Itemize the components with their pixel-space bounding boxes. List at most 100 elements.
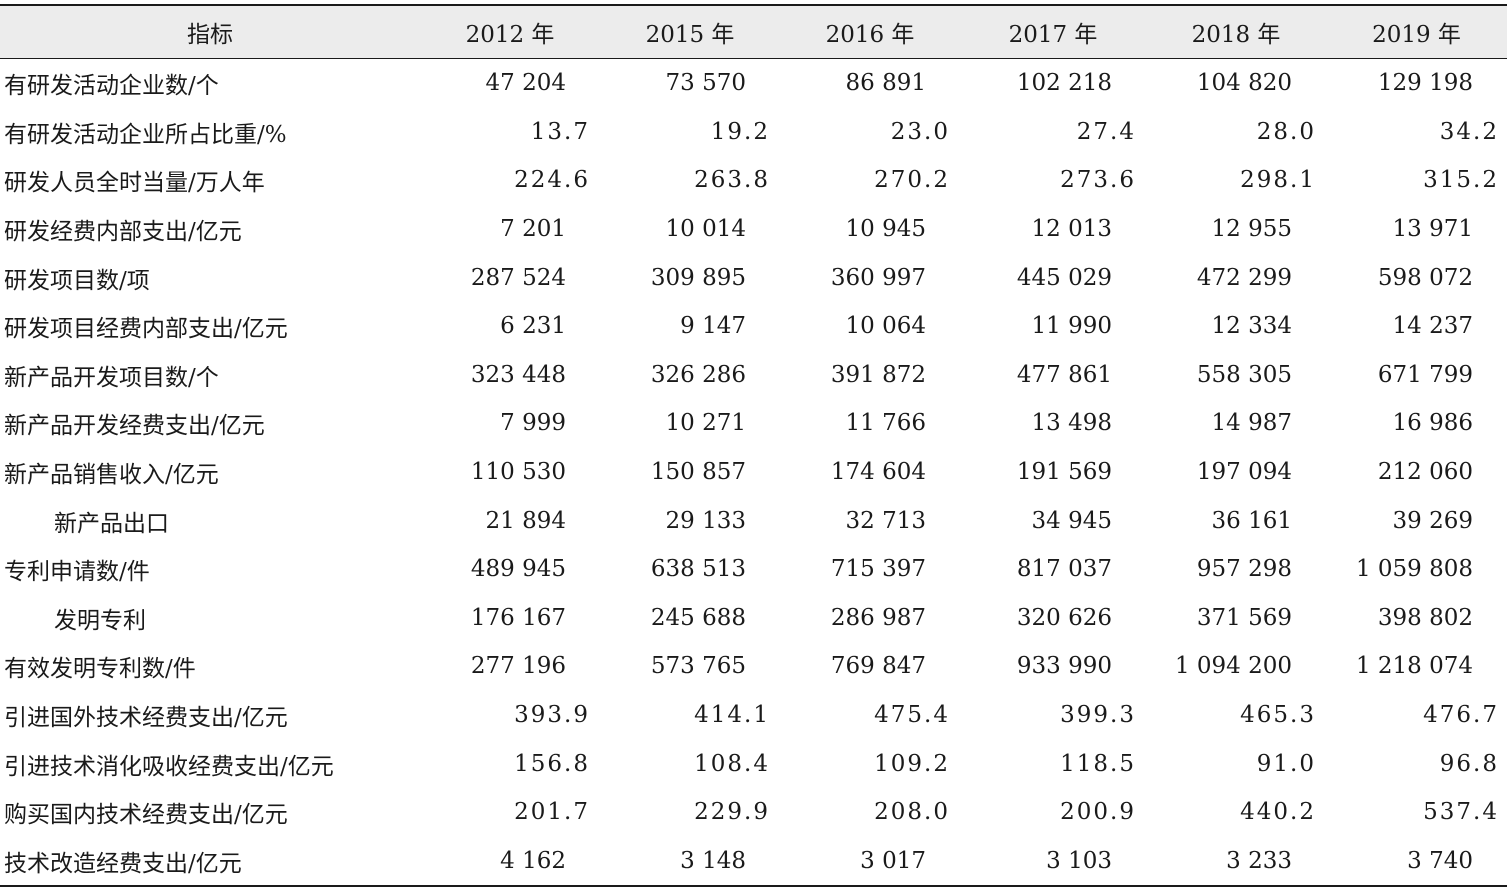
cell-value: 27.4 [1076, 118, 1136, 145]
row-label: 引进技术消化吸收经费支出/亿元 [4, 753, 334, 780]
cell-value: 12 013 [1031, 216, 1112, 243]
cell-value: 19.2 [710, 118, 770, 145]
cell-value: 286 987 [830, 604, 926, 631]
cell-value: 489 945 [470, 556, 566, 583]
cell-value: 16 986 [1392, 410, 1473, 437]
cell-value: 445 029 [1016, 264, 1112, 291]
cell-value: 287 524 [470, 264, 566, 291]
row-label: 有效发明专利数/件 [4, 656, 196, 683]
cell-value: 769 847 [830, 653, 926, 680]
cell-value: 7 201 [500, 216, 566, 243]
cell-value: 360 997 [830, 264, 926, 291]
cell-value: 129 198 [1377, 70, 1473, 97]
cell-value: 3 740 [1407, 847, 1473, 874]
table-row: 购买国内技术经费支出/亿元 201.7 229.9 208.0 200.9 440.2 53… [0, 788, 1507, 837]
header-year-2018: 2018 年 [1191, 22, 1281, 48]
cell-value: 109.2 [874, 750, 950, 777]
table-row: 引进国外技术经费支出/亿元 393.9 414.1 475.4 399.3 465.3 47… [0, 691, 1507, 740]
cell-value: 6 231 [500, 313, 566, 340]
cell-value: 245 688 [650, 604, 746, 631]
cell-value: 273.6 [1060, 167, 1136, 194]
cell-value: 1 218 074 [1355, 653, 1473, 680]
row-label: 技术改造经费支出/亿元 [4, 850, 242, 877]
row-label: 专利申请数/件 [4, 559, 150, 586]
cell-value: 91.0 [1256, 750, 1316, 777]
cell-value: 277 196 [470, 653, 566, 680]
cell-value: 3 103 [1046, 847, 1112, 874]
cell-value: 715 397 [830, 556, 926, 583]
cell-value: 537.4 [1423, 799, 1499, 826]
cell-value: 671 799 [1377, 361, 1473, 388]
cell-value: 263.8 [694, 167, 770, 194]
cell-value: 3 148 [680, 847, 746, 874]
header-year-2016: 2016 年 [825, 22, 915, 48]
table-row: 有研发活动企业所占比重/% 13.7 19.2 23.0 27.4 28.0 34.2 [0, 108, 1507, 157]
table-row: 有效发明专利数/件 277 196 573 765 769 847 933 990 1 0… [0, 642, 1507, 691]
cell-value: 96.8 [1439, 750, 1499, 777]
cell-value: 86 891 [845, 70, 926, 97]
cell-value: 573 765 [650, 653, 746, 680]
cell-value: 315.2 [1423, 167, 1499, 194]
cell-value: 12 334 [1211, 313, 1292, 340]
row-label: 有研发活动企业所占比重/% [4, 121, 287, 148]
cell-value: 13.7 [530, 118, 590, 145]
cell-value: 477 861 [1016, 361, 1112, 388]
row-label: 新产品销售收入/亿元 [4, 462, 219, 489]
cell-value: 298.1 [1240, 167, 1316, 194]
cell-value: 201.7 [514, 799, 590, 826]
cell-value: 475.4 [874, 702, 950, 729]
row-label: 发明专利 [54, 607, 146, 634]
cell-value: 34.2 [1439, 118, 1499, 145]
cell-value: 472 299 [1196, 264, 1292, 291]
cell-value: 191 569 [1016, 459, 1112, 486]
cell-value: 933 990 [1016, 653, 1112, 680]
row-label: 研发项目数/项 [4, 267, 150, 294]
row-label: 有研发活动企业数/个 [4, 73, 219, 100]
table-body: 有研发活动企业数/个 47 204 73 570 86 891 102 218 104 8… [0, 59, 1507, 887]
cell-value: 28.0 [1256, 118, 1316, 145]
cell-value: 957 298 [1196, 556, 1292, 583]
table-row: 研发经费内部支出/亿元 7 201 10 014 10 945 12 013 12 955… [0, 205, 1507, 254]
cell-value: 21 894 [485, 507, 566, 534]
cell-value: 1 094 200 [1174, 653, 1292, 680]
table-row: 研发人员全时当量/万人年 224.6 263.8 270.2 273.6 298.1 315… [0, 156, 1507, 205]
table-row: 新产品出口 21 894 29 133 32 713 34 945 36 161 39 26… [0, 496, 1507, 545]
cell-value: 110 530 [470, 459, 566, 486]
cell-value: 9 147 [680, 313, 746, 340]
cell-value: 108.4 [694, 750, 770, 777]
cell-value: 174 604 [830, 459, 926, 486]
cell-value: 309 895 [650, 264, 746, 291]
table-row: 有研发活动企业数/个 47 204 73 570 86 891 102 218 104 8… [0, 59, 1507, 108]
cell-value: 371 569 [1196, 604, 1292, 631]
cell-value: 229.9 [694, 799, 770, 826]
row-label: 研发人员全时当量/万人年 [4, 170, 265, 197]
row-label: 研发项目经费内部支出/亿元 [4, 316, 288, 343]
cell-value: 558 305 [1196, 361, 1292, 388]
row-label: 研发经费内部支出/亿元 [4, 219, 242, 246]
cell-value: 36 161 [1211, 507, 1292, 534]
cell-value: 398 802 [1377, 604, 1473, 631]
cell-value: 39 269 [1392, 507, 1473, 534]
cell-value: 4 162 [500, 847, 566, 874]
cell-value: 11 766 [845, 410, 926, 437]
cell-value: 14 237 [1392, 313, 1473, 340]
cell-value: 11 990 [1031, 313, 1112, 340]
table-row: 专利申请数/件 489 945 638 513 715 397 817 037 957 2… [0, 545, 1507, 594]
cell-value: 32 713 [845, 507, 926, 534]
cell-value: 10 014 [665, 216, 746, 243]
header-year-2019: 2019 年 [1372, 22, 1461, 48]
cell-value: 1 059 808 [1355, 556, 1473, 583]
cell-value: 7 999 [500, 410, 566, 437]
table-row: 研发项目数/项 287 524 309 895 360 997 445 029 472 2… [0, 253, 1507, 302]
header-year-2015: 2015 年 [645, 22, 735, 48]
header-year-2017: 2017 年 [1008, 22, 1098, 48]
table-row: 新产品开发项目数/个 323 448 326 286 391 872 477 861 55… [0, 351, 1507, 400]
cell-value: 3 017 [860, 847, 926, 874]
cell-value: 29 133 [665, 507, 746, 534]
table-row: 引进技术消化吸收经费支出/亿元 156.8 108.4 109.2 118.5 91.0 9… [0, 739, 1507, 788]
header-indicator: 指标 [187, 22, 233, 48]
cell-value: 118.5 [1060, 750, 1136, 777]
row-label: 新产品出口 [54, 510, 169, 537]
cell-value: 10 064 [845, 313, 926, 340]
